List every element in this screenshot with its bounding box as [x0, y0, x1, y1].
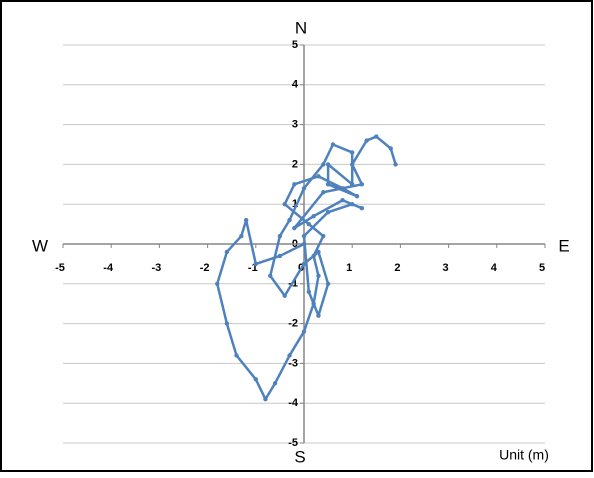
x-tick-label: -4 — [103, 262, 114, 274]
x-tick-label: 1 — [346, 262, 352, 274]
trajectory-point — [364, 138, 369, 143]
trajectory-point — [359, 205, 365, 211]
x-tick-label: 5 — [539, 262, 545, 274]
trajectory-point — [243, 217, 249, 223]
y-tick-label: 2 — [292, 158, 298, 170]
trajectory-point — [354, 194, 360, 199]
trajectory-point — [325, 281, 331, 286]
trajectory-point — [393, 162, 398, 167]
trajectory-point — [253, 377, 258, 382]
trajectory-point — [325, 182, 331, 187]
trajectory-point — [282, 293, 287, 298]
trajectory-point — [224, 321, 230, 326]
trajectory-point — [282, 202, 287, 207]
trajectory-point — [374, 134, 379, 139]
y-tick-label: -5 — [288, 437, 298, 449]
trajectory-point — [306, 221, 312, 227]
trajectory-point — [215, 281, 220, 286]
trajectory-point — [325, 162, 331, 167]
y-tick-label: -2 — [288, 318, 298, 330]
y-tick-label: 4 — [292, 79, 299, 91]
y-tick-label: 3 — [292, 119, 298, 131]
trajectory-point — [234, 353, 239, 358]
y-tick-label: -3 — [288, 357, 298, 369]
trajectory-point — [350, 182, 355, 187]
west-label: W — [32, 236, 48, 255]
trajectory-point — [272, 381, 278, 386]
trajectory-point — [321, 233, 326, 239]
trajectory-point — [287, 353, 292, 358]
trajectory-point — [316, 174, 321, 179]
trajectory-point — [292, 225, 297, 231]
trajectory-point — [311, 253, 316, 259]
trajectory-point — [268, 273, 273, 279]
trajectory-point — [311, 301, 316, 306]
trajectory-point — [316, 313, 321, 318]
x-tick-label: -5 — [55, 262, 65, 274]
trajectory-line — [215, 135, 397, 401]
trajectory-point — [340, 186, 345, 191]
trajectory-point — [321, 190, 326, 195]
trajectory-point — [350, 150, 355, 155]
x-tick-label: -2 — [200, 262, 210, 274]
trajectory-point — [311, 213, 316, 219]
trajectory-point — [239, 233, 244, 239]
trajectory-point — [330, 142, 336, 147]
unit-label: Unit (m) — [499, 447, 549, 463]
east-label: E — [558, 236, 569, 255]
trajectory-point — [359, 182, 365, 187]
trajectory-point — [306, 289, 312, 294]
x-tick-label: 4 — [491, 262, 498, 274]
trajectory-point — [263, 397, 268, 402]
trajectory-point — [277, 233, 283, 239]
x-tick-label: 3 — [443, 262, 449, 274]
trajectory-point — [301, 233, 307, 239]
trajectory-point — [321, 162, 326, 167]
trajectory-point — [253, 261, 258, 267]
x-tick-label: 2 — [394, 262, 400, 274]
x-tick-label: -3 — [152, 262, 162, 274]
trajectory-point — [301, 186, 307, 191]
south-label: S — [294, 447, 305, 466]
north-label: N — [295, 18, 307, 37]
trajectory-point — [350, 202, 355, 207]
trajectory-point — [301, 329, 307, 334]
y-tick-label: 1 — [292, 198, 298, 210]
trajectory-point — [316, 249, 321, 255]
trajectory-point — [316, 273, 321, 279]
trajectory-point — [388, 146, 393, 151]
trajectory-point — [325, 209, 331, 215]
y-tick-label: 5 — [292, 39, 298, 51]
trajectory-point — [287, 217, 292, 223]
trajectory-point — [340, 198, 345, 203]
trajectory-point — [350, 162, 355, 167]
trajectory-point — [277, 253, 283, 259]
y-tick-label: -4 — [288, 397, 299, 409]
trajectory-point — [292, 182, 297, 187]
trajectory-point — [301, 241, 307, 247]
x-tick-label: -1 — [248, 262, 258, 274]
trajectory-point — [224, 249, 230, 255]
trajectory-point — [301, 261, 307, 267]
